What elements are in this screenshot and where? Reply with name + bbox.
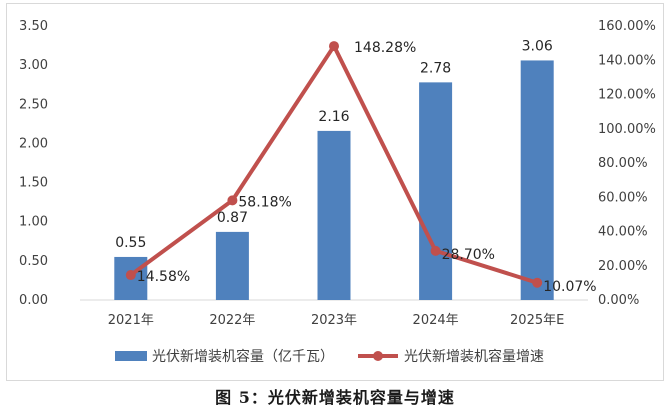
bar [317,130,351,300]
x-tick-label: 2024年 [413,313,459,328]
x-tick-label: 2022年 [209,313,255,328]
line-point [329,41,339,52]
bar-data-label: 2.78 [420,60,451,76]
y-left-tick-label: 0.50 [19,254,48,269]
y-left-tick-label: 1.50 [19,176,48,191]
line-data-label: 10.07% [543,279,596,295]
bar-data-label: 2.16 [318,109,349,125]
y-left-tick-label: 3.50 [19,19,48,34]
y-right-tick-label: 160.00% [598,19,656,34]
x-tick-label: 2025年E [510,313,564,328]
line-point [430,245,441,256]
line-point [227,195,238,206]
bar-data-label: 0.87 [217,210,248,226]
line-point [125,270,136,281]
labels-layer: 0.55 0.87 2.16 2.78 3.06 14.58% 58.18% 148.28% 2… [115,38,596,294]
bar [520,60,554,301]
y-left-tick-label: 2.50 [19,97,48,112]
y-left-tick-label: 0.00 [19,293,48,308]
y-right-tick-label: 0.00% [598,293,639,308]
y-right-tick-label: 120.00% [598,88,656,103]
y-left-tick-label: 2.00 [19,136,48,151]
line-point [532,277,543,288]
bar-data-label: 0.55 [115,235,146,251]
figure-caption: 图 5：光伏新增装机容量与增速 [215,388,455,407]
line-data-label: 28.70% [442,247,495,263]
bars-layer [114,60,554,301]
legend-bar-label: 光伏新增装机容量（亿千瓦） [152,348,334,365]
legend-bar-swatch [115,351,147,361]
line-layer [125,41,543,288]
y-right-tick-label: 60.00% [598,190,648,205]
legend-line-marker [373,351,383,361]
y-right-tick-label: 80.00% [598,156,648,171]
legend-line-label: 光伏新增装机容量增速 [404,348,544,365]
legend: 光伏新增装机容量（亿千瓦） 光伏新增装机容量增速 [115,348,544,365]
y-right-tick-label: 20.00% [598,259,648,274]
axes-layer: 0.00 0.50 1.00 1.50 2.00 2.50 3.00 3.50 0.00% 20.… [19,19,656,328]
x-tick-label: 2021年 [108,313,154,328]
y-right-tick-label: 100.00% [598,122,656,137]
y-left-tick-label: 1.00 [19,215,48,230]
y-right-tick-label: 140.00% [598,53,656,68]
bar [215,231,249,300]
line-data-label: 58.18% [238,194,291,210]
bar [419,82,453,300]
line-data-label: 148.28% [354,40,416,56]
bar-data-label: 3.06 [522,38,553,54]
combo-chart: 0.00 0.50 1.00 1.50 2.00 2.50 3.00 3.50 0.00% 20.… [19,19,656,365]
y-right-tick-label: 40.00% [598,225,648,240]
y-left-tick-label: 3.00 [19,58,48,73]
x-tick-label: 2023年 [311,313,357,328]
line-data-label: 14.58% [137,269,190,285]
